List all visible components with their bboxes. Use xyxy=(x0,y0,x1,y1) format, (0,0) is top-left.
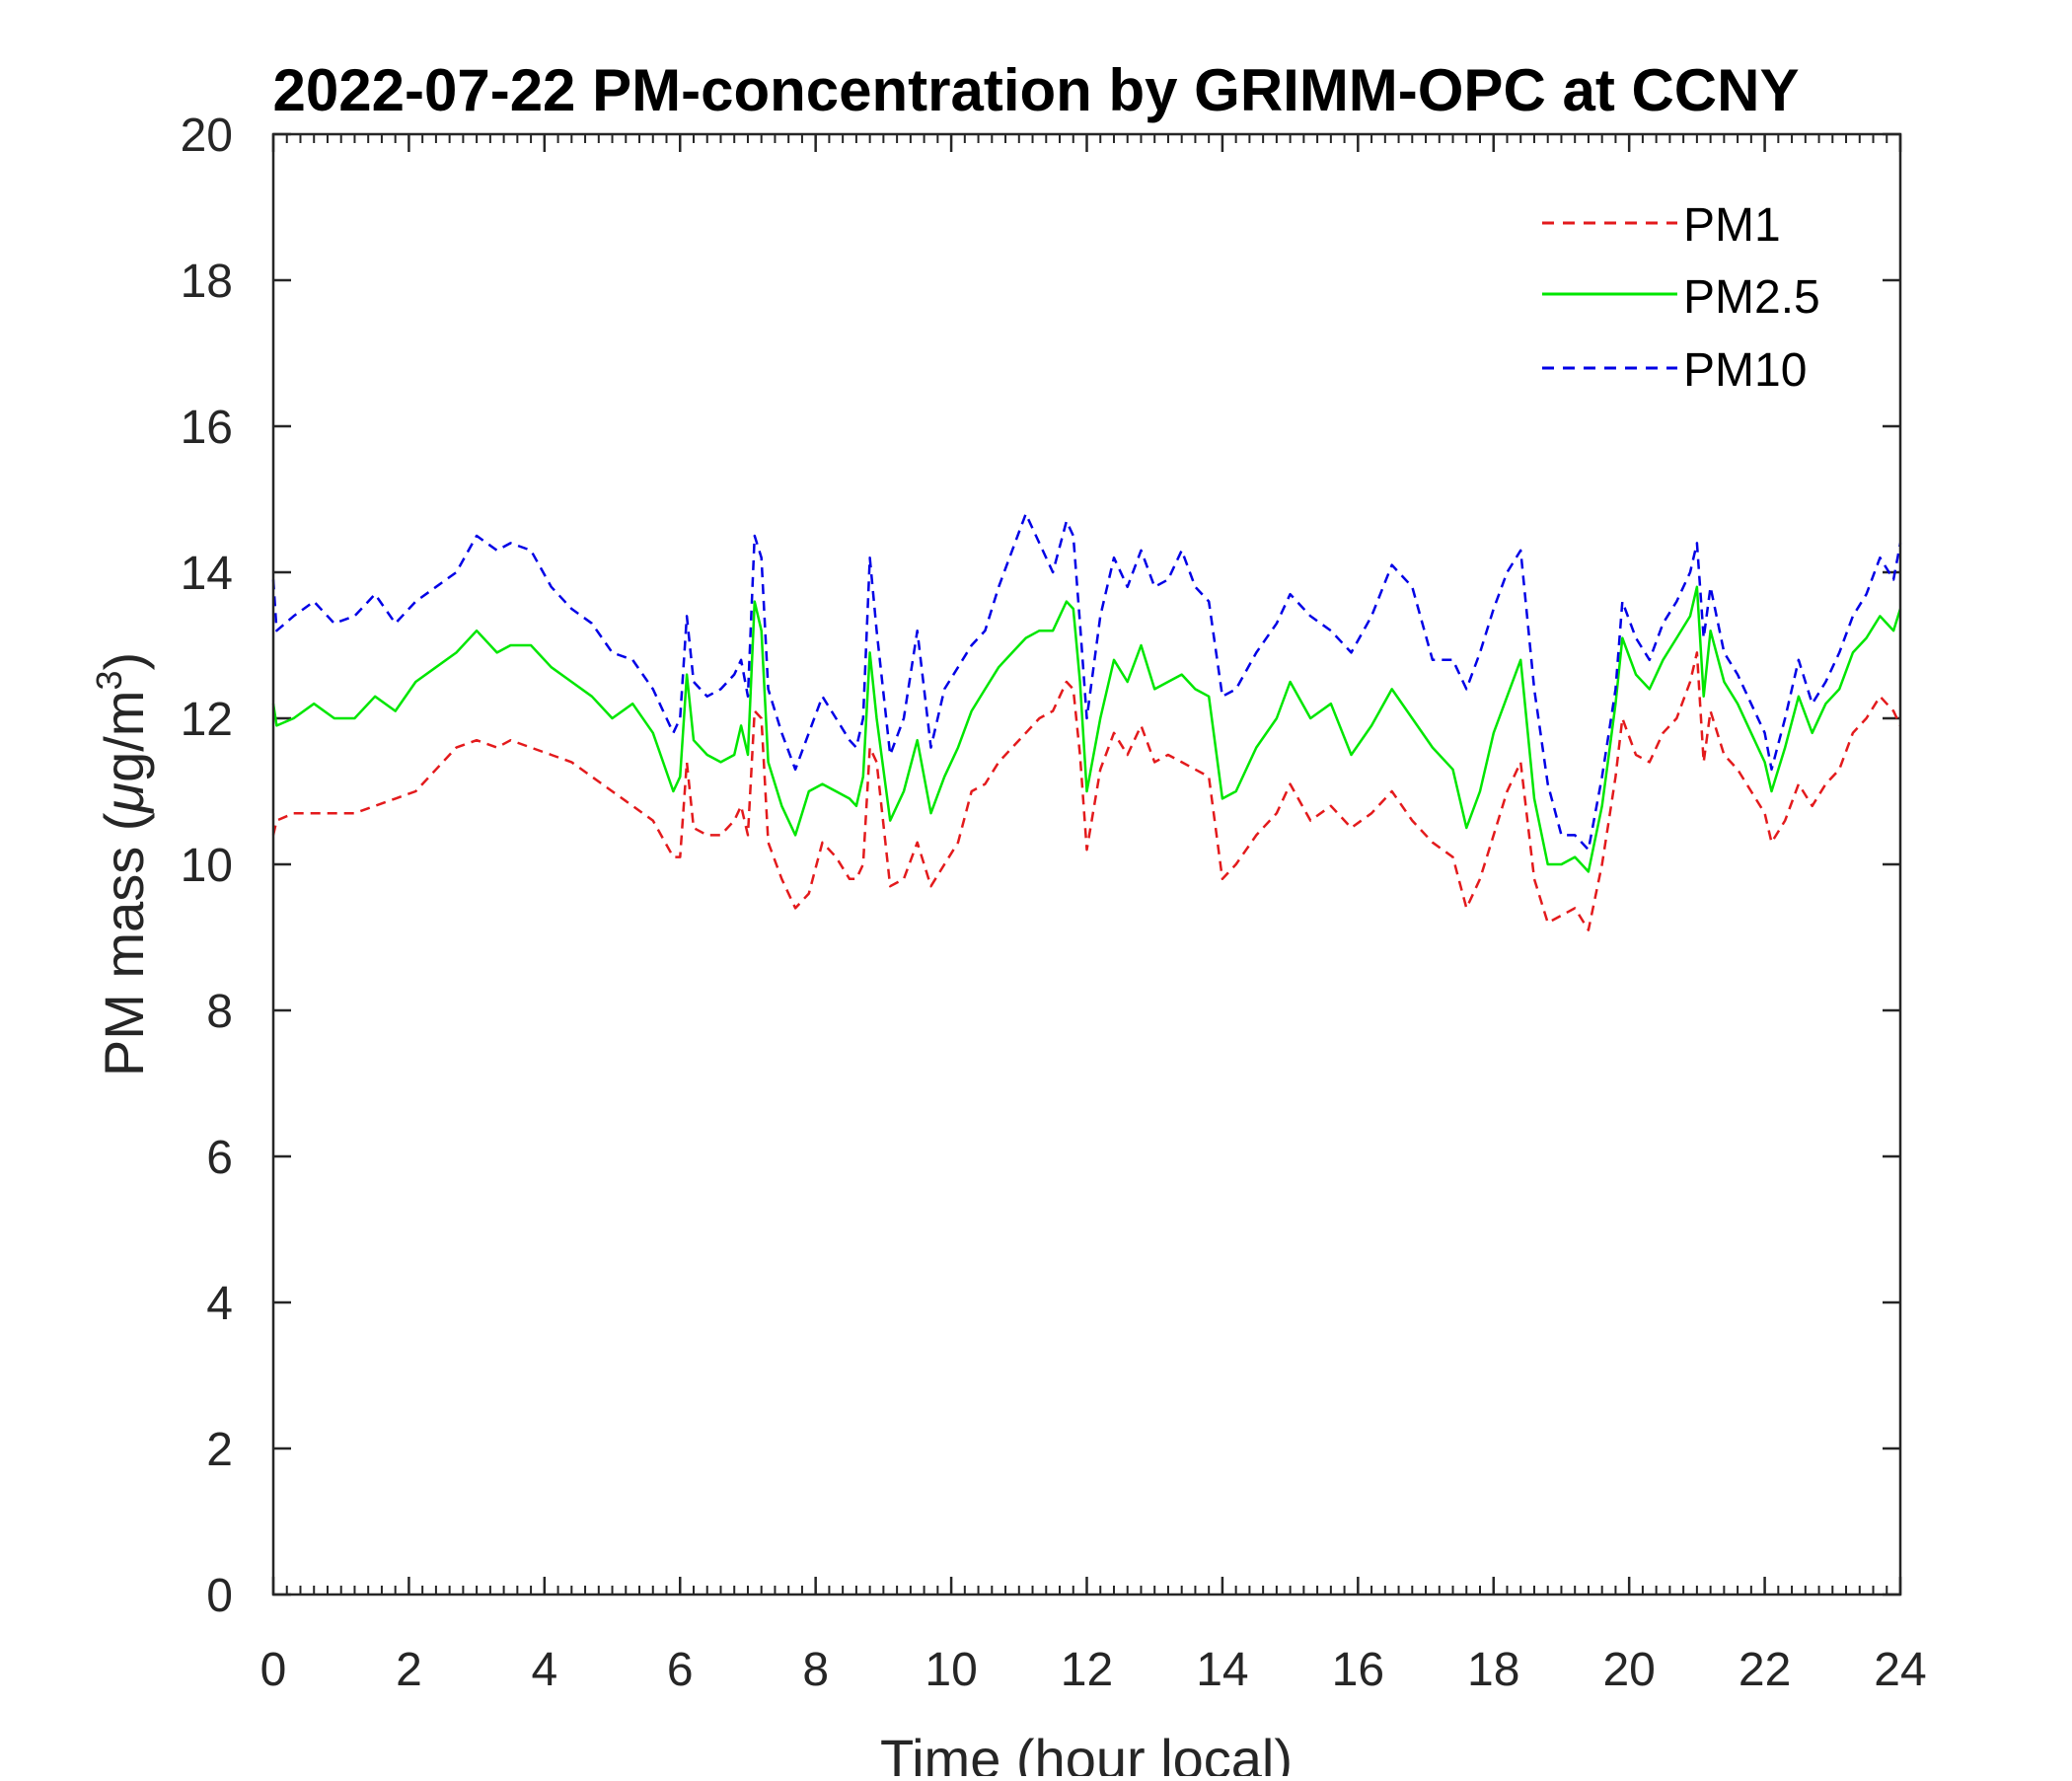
x-tick-label: 0 xyxy=(260,1644,287,1696)
y-tick-label: 14 xyxy=(181,548,233,600)
major-ticks xyxy=(271,132,1902,1596)
x-tick-label: 10 xyxy=(925,1644,977,1696)
legend: PM1 PM2.5 PM10 xyxy=(1542,199,1820,397)
x-tick-labels: 0 2 4 6 8 10 12 14 16 18 20 22 24 xyxy=(260,1644,1927,1696)
series-line-pm1 xyxy=(271,651,1902,931)
series-line-pm25 xyxy=(271,585,1902,873)
x-tick-label: 12 xyxy=(1061,1644,1113,1696)
x-tick-label: 24 xyxy=(1874,1644,1926,1696)
y-tick-labels: 0 2 4 6 8 10 12 14 16 18 20 xyxy=(181,110,233,1622)
legend-label-pm10: PM10 xyxy=(1683,344,1807,397)
x-tick-label: 22 xyxy=(1739,1644,1791,1696)
x-tick-label: 4 xyxy=(531,1644,557,1696)
plot-area xyxy=(273,134,1900,1595)
plot-frame xyxy=(271,132,1902,1596)
y-tick-label: 16 xyxy=(181,402,233,454)
x-tick-label: 20 xyxy=(1602,1644,1655,1696)
x-tick-label: 16 xyxy=(1332,1644,1384,1696)
y-axis-label: PM mass (μg/m3) xyxy=(89,652,155,1076)
x-tick-label: 18 xyxy=(1467,1644,1519,1696)
chart-title: 2022-07-22 PM-concentration by GRIMM-OPC… xyxy=(273,57,1800,123)
y-tick-label: 8 xyxy=(206,986,233,1038)
y-tick-label: 10 xyxy=(181,840,233,892)
y-axis-label-prefix: PM mass ( xyxy=(93,812,155,1076)
y-axis-label-sup: 3 xyxy=(89,671,129,691)
y-tick-label: 20 xyxy=(181,110,233,162)
x-axis-label: Time (hour local) xyxy=(880,1728,1293,1776)
y-tick-label: 0 xyxy=(206,1570,233,1622)
x-tick-label: 14 xyxy=(1196,1644,1248,1696)
y-tick-label: 12 xyxy=(181,694,233,746)
y-axis-label-suffix: ) xyxy=(93,652,155,671)
y-axis-label-mu: μ xyxy=(93,782,155,815)
series-line-pm10 xyxy=(271,512,1902,852)
series-group xyxy=(271,512,1902,931)
y-tick-label: 18 xyxy=(181,256,233,308)
x-tick-label: 6 xyxy=(667,1644,694,1696)
y-tick-label: 6 xyxy=(206,1132,233,1184)
x-tick-label: 2 xyxy=(396,1644,422,1696)
legend-label-pm1: PM1 xyxy=(1683,199,1781,252)
y-tick-label: 4 xyxy=(206,1278,233,1330)
y-tick-label: 2 xyxy=(206,1424,233,1476)
x-tick-label: 8 xyxy=(802,1644,829,1696)
y-axis-label-unit: g/m xyxy=(93,691,155,782)
legend-label-pm25: PM2.5 xyxy=(1683,271,1820,324)
